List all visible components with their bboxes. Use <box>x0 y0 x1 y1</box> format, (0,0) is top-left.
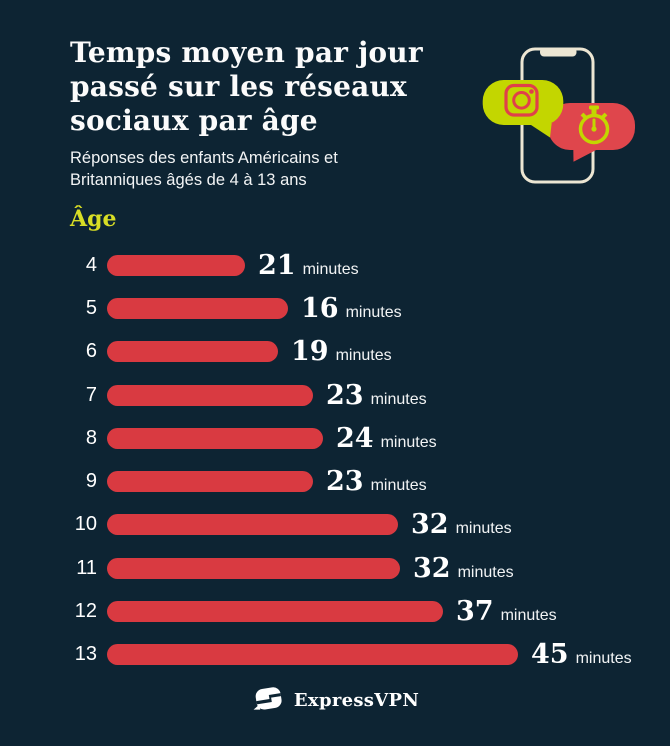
phone-notch <box>540 47 577 57</box>
value-label: 16 minutes <box>301 293 402 324</box>
bar <box>107 513 398 535</box>
chart-row-age-12: 12 37 minutes <box>60 596 660 627</box>
age-tick-label: 7 <box>85 383 97 406</box>
bar <box>107 643 518 665</box>
value-number: 19 <box>291 335 329 367</box>
age-tick-label: 9 <box>85 469 97 492</box>
value-label: 23 minutes <box>326 380 427 411</box>
value-unit: minutes <box>302 260 359 278</box>
value-label: 37 minutes <box>456 596 557 627</box>
value-unit: minutes <box>380 433 437 451</box>
phone-illustration <box>482 47 635 184</box>
value-number: 16 <box>301 292 339 324</box>
value-unit: minutes <box>455 519 512 537</box>
value-label: 23 minutes <box>326 466 427 497</box>
chart-row-age-5: 5 16 minutes <box>60 293 660 324</box>
chart-row-age-11: 11 32 minutes <box>60 553 660 584</box>
bar <box>107 557 400 579</box>
chart-row-age-10: 10 32 minutes <box>60 509 660 540</box>
chart-row-age-13: 13 45 minutes <box>60 639 660 670</box>
age-tick-label: 11 <box>76 556 97 579</box>
page-title: Temps moyen par jour passé sur les résea… <box>70 36 423 137</box>
value-unit: minutes <box>335 346 392 364</box>
value-label: 45 minutes <box>531 639 632 670</box>
value-unit: minutes <box>575 649 632 667</box>
bar <box>107 384 313 406</box>
age-tick-label: 8 <box>85 426 97 449</box>
bar <box>107 254 245 276</box>
footer: ExpressVPN <box>0 682 670 718</box>
age-tick-label: 6 <box>85 339 97 362</box>
green-speech-bubble <box>482 80 564 138</box>
value-unit: minutes <box>457 563 514 581</box>
value-unit: minutes <box>345 303 402 321</box>
bar <box>107 297 288 319</box>
bar <box>107 427 323 449</box>
value-number: 32 <box>411 508 449 540</box>
page-subtitle: Réponses des enfants Américains et Brita… <box>70 149 338 189</box>
stopwatch-icon <box>578 105 610 145</box>
chart-row-age-7: 7 23 minutes <box>60 380 660 411</box>
age-tick-label: 10 <box>74 512 97 535</box>
value-label: 32 minutes <box>413 553 514 584</box>
chart-row-age-6: 6 19 minutes <box>60 336 660 367</box>
value-number: 23 <box>326 465 364 497</box>
value-label: 24 minutes <box>336 423 437 454</box>
chart-row-age-4: 4 21 minutes <box>60 250 660 281</box>
value-unit: minutes <box>370 390 427 408</box>
value-unit: minutes <box>370 476 427 494</box>
age-tick-label: 12 <box>74 599 97 622</box>
value-number: 23 <box>326 379 364 411</box>
value-label: 21 minutes <box>258 250 359 281</box>
bar <box>107 470 313 492</box>
value-number: 37 <box>456 595 494 627</box>
instagram-icon <box>504 83 539 117</box>
age-tick-label: 13 <box>74 642 97 665</box>
chart-row-age-9: 9 23 minutes <box>60 466 660 497</box>
brand-name: ExpressVPN <box>293 689 420 711</box>
value-unit: minutes <box>500 606 557 624</box>
bar <box>107 600 443 622</box>
value-number: 24 <box>336 422 374 454</box>
value-number: 21 <box>258 249 296 281</box>
age-tick-label: 5 <box>85 296 97 319</box>
value-label: 32 minutes <box>411 509 512 540</box>
expressvpn-logo-icon <box>253 687 282 710</box>
bar <box>107 340 278 362</box>
red-speech-bubble <box>548 103 635 162</box>
age-axis-label: Âge <box>70 206 117 232</box>
value-number: 32 <box>413 552 451 584</box>
age-tick-label: 4 <box>85 253 97 276</box>
chart-row-age-8: 8 24 minutes <box>60 423 660 454</box>
value-label: 19 minutes <box>291 336 392 367</box>
value-number: 45 <box>531 638 569 670</box>
